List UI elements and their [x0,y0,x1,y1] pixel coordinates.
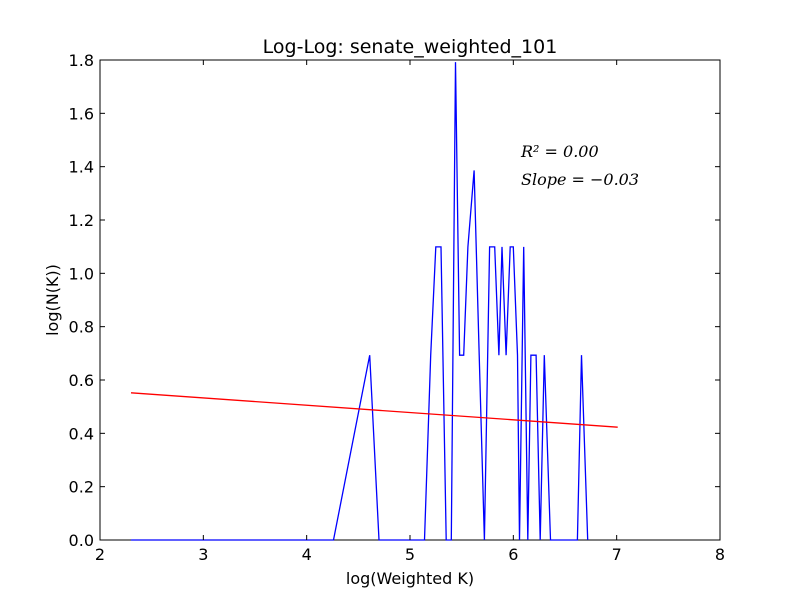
x-tick-label: 7 [612,545,622,564]
x-axis-label: log(Weighted K) [346,569,474,588]
r-squared-annotation: R² = 0.00 [520,142,599,161]
y-tick-label: 0.0 [69,531,94,550]
series-line-fit [130,392,618,428]
y-tick-label: 1.0 [69,264,94,283]
plot-area: 2 3 4 5 6 7 8 0.0 0.2 0.4 0.6 0.8 1.0 1.2 1.4 1.6 1.8 [69,51,726,564]
x-tick-label: 8 [715,545,725,564]
y-tick-label: 1.6 [69,104,94,123]
x-tick-label: 4 [302,545,312,564]
x-tick-label: 6 [508,545,518,564]
y-tick-label: 1.4 [69,158,94,177]
ticks-layer: 2 3 4 5 6 7 8 0.0 0.2 0.4 0.6 0.8 1.0 1.2 1.4 1.6 1.8 [69,51,726,564]
slope-annotation: Slope = −0.03 [521,170,639,189]
x-tick-label: 5 [405,545,415,564]
y-tick-label: 0.8 [69,318,94,337]
y-tick-label: 1.8 [69,51,94,70]
x-tick-label: 2 [95,545,105,564]
series-line-observed [131,62,589,541]
chart-title: Log-Log: senate_weighted_101 [263,36,558,58]
series-layer [130,62,618,541]
axes-frame [99,59,721,541]
y-tick-label: 0.2 [69,478,94,497]
x-tick-label: 3 [198,545,208,564]
y-tick-label: 0.6 [69,371,94,390]
y-tick-label: 0.4 [69,424,94,443]
y-axis-label: log(N(K)) [43,264,62,336]
y-tick-label: 1.2 [69,211,94,230]
